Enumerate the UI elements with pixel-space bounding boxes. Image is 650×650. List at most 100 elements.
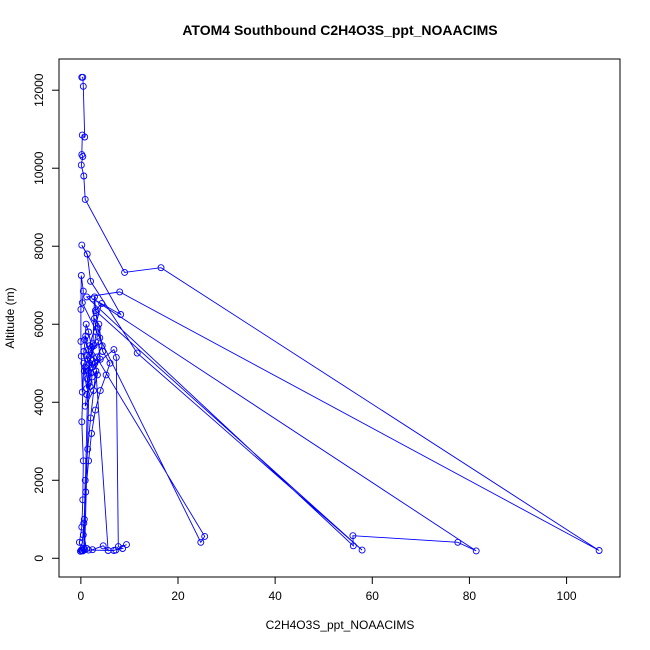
data-point-97	[83, 375, 91, 383]
data-point-29	[201, 532, 209, 540]
data-point-28	[86, 342, 94, 350]
data-point-83	[84, 445, 92, 453]
y-tick-label-6: 12000	[32, 73, 46, 107]
data-point-71	[112, 353, 120, 361]
data-point-64	[82, 320, 90, 328]
data-point-104	[87, 355, 95, 363]
data-point-109	[99, 348, 107, 355]
data-point-32	[79, 287, 87, 295]
data-point-1	[79, 73, 87, 81]
chart-title: ATOM4 Southbound C2H4O3S_ppt_NOAACIMS	[182, 22, 497, 38]
data-point-21	[78, 241, 86, 249]
data-point-39	[78, 418, 86, 426]
data-point-16	[349, 532, 357, 540]
data-point-25	[358, 546, 366, 554]
data-point-8	[80, 172, 88, 180]
data-point-56	[85, 379, 93, 387]
data-point-82	[87, 414, 95, 422]
y-tick-label-0: 0	[32, 555, 46, 562]
data-point-99	[88, 373, 96, 381]
data-point-107	[91, 314, 98, 322]
data-point-13	[116, 288, 124, 296]
data-point-7	[77, 161, 85, 169]
data-point-102	[80, 367, 88, 375]
data-point-20	[117, 311, 125, 318]
data-point-58	[81, 402, 89, 410]
data-point-40	[79, 457, 87, 465]
data-point-11	[157, 264, 165, 272]
data-point-105	[90, 342, 98, 350]
data-point-65	[81, 336, 89, 344]
data-point-10	[121, 268, 129, 276]
data-point-51	[96, 334, 104, 342]
data-point-17	[454, 538, 462, 546]
y-axis-label: Altitude (m)	[3, 287, 17, 348]
data-point-79	[99, 542, 107, 550]
data-point-118	[78, 539, 86, 547]
data-point-41	[79, 496, 87, 504]
y-tick-label-5: 10000	[32, 151, 46, 185]
data-point-108	[95, 320, 103, 328]
data-point-85	[80, 515, 88, 523]
data-point-59	[90, 387, 97, 395]
data-point-117	[80, 519, 88, 527]
data-point-6	[79, 153, 87, 160]
x-tick-label-3: 60	[366, 589, 380, 603]
data-point-14	[83, 293, 91, 301]
data-point-43	[75, 538, 83, 546]
data-point-68	[96, 355, 104, 363]
data-point-27	[98, 300, 106, 308]
data-point-30	[197, 538, 205, 546]
series-line-0	[78, 76, 600, 552]
data-point-50	[94, 324, 102, 332]
data-point-15	[349, 542, 357, 550]
data-point-106	[92, 328, 100, 336]
data-point-94	[82, 332, 90, 340]
data-point-53	[93, 353, 101, 361]
data-point-48	[91, 293, 98, 301]
data-series	[75, 73, 603, 555]
data-point-67	[94, 338, 102, 346]
data-point-33	[77, 272, 85, 279]
data-point-84	[81, 476, 89, 484]
data-point-35	[77, 337, 85, 345]
data-point-111	[102, 371, 110, 379]
data-point-113	[91, 406, 99, 414]
data-point-70	[110, 346, 118, 354]
y-tick-label-3: 6000	[32, 311, 46, 338]
x-tick-label-2: 40	[268, 589, 282, 603]
y-tick-label-4: 8000	[32, 233, 46, 260]
x-axis: 0 20 40 60 80 100	[78, 576, 577, 603]
data-point-12	[595, 547, 603, 554]
y-axis: 0 2000 4000 6000 8000 10000 12000	[32, 73, 60, 562]
data-point-115	[85, 457, 93, 465]
x-axis-label: C2H4O3S_ppt_NOAACIMS	[266, 618, 415, 632]
data-point-116	[82, 488, 90, 496]
data-point-103	[83, 385, 91, 393]
data-point-95	[80, 348, 88, 355]
data-point-96	[81, 363, 89, 371]
x-tick-label-0: 0	[78, 589, 85, 603]
data-point-4	[78, 131, 86, 139]
data-point-42	[78, 523, 86, 531]
data-point-22	[83, 250, 91, 258]
plot-frame	[58, 58, 621, 578]
x-tick-label-5: 100	[557, 589, 577, 603]
data-point-86	[79, 531, 87, 539]
data-point-9	[81, 195, 89, 203]
data-point-72	[114, 543, 122, 551]
data-point-114	[88, 430, 95, 437]
data-point-101	[82, 351, 90, 359]
data-point-110	[106, 359, 114, 367]
data-point-91	[81, 546, 89, 554]
data-point-31	[78, 299, 86, 307]
x-tick-label-1: 20	[171, 589, 185, 603]
data-point-24	[133, 349, 141, 357]
x-tick-label-4: 80	[463, 589, 477, 603]
data-point-112	[96, 387, 104, 395]
data-point-2	[79, 82, 87, 90]
y-tick-label-1: 2000	[32, 467, 46, 494]
data-point-81	[92, 367, 100, 375]
data-point-119	[77, 546, 85, 554]
